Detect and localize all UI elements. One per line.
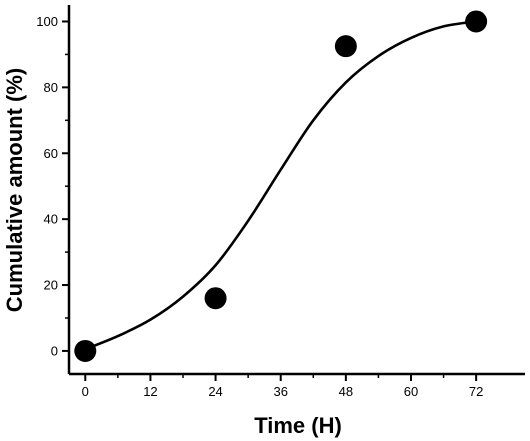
data-point xyxy=(465,10,488,33)
data-point xyxy=(74,339,97,362)
y-tick-label: 60 xyxy=(44,146,58,161)
x-tick-label: 24 xyxy=(208,384,222,399)
series-layer xyxy=(74,10,488,362)
x-tick-label: 60 xyxy=(404,384,418,399)
x-tick-label: 0 xyxy=(82,384,89,399)
x-tick-label: 72 xyxy=(469,384,483,399)
y-tick-label: 100 xyxy=(36,14,58,29)
y-tick-label: 20 xyxy=(44,278,58,293)
y-axis-title: Cumulative amount (%) xyxy=(2,68,27,312)
x-tick-label: 48 xyxy=(339,384,353,399)
axes xyxy=(67,5,525,376)
x-axis-title: Time (H) xyxy=(254,413,342,438)
data-point xyxy=(204,287,227,310)
data-point xyxy=(334,35,357,58)
x-axis-ticks: 0 12 24 36 48 60 72 xyxy=(82,374,483,399)
x-tick-label: 12 xyxy=(143,384,157,399)
y-tick-label: 0 xyxy=(51,343,58,358)
y-tick-label: 80 xyxy=(44,80,58,95)
fit-curve xyxy=(84,20,477,351)
y-axis-ticks: 0 20 40 60 80 100 xyxy=(36,14,69,358)
x-tick-label: 36 xyxy=(273,384,287,399)
y-tick-label: 40 xyxy=(44,212,58,227)
